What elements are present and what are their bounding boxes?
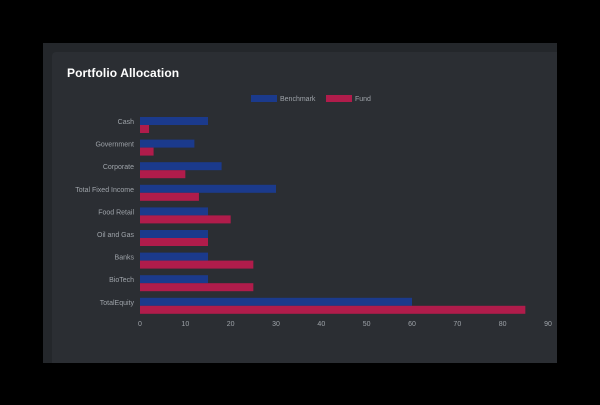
bar-fund-6 xyxy=(140,260,254,269)
legend-label-fund: Fund xyxy=(355,96,371,103)
category-label-7: BioTech xyxy=(109,277,134,284)
legend-swatch-benchmark xyxy=(251,95,277,102)
bar-benchmark-6 xyxy=(140,252,208,261)
x-tick-label-4: 40 xyxy=(317,321,325,328)
bar-benchmark-7 xyxy=(140,275,208,284)
x-tick-label-5: 50 xyxy=(363,321,371,328)
legend-swatch-fund xyxy=(326,95,352,102)
category-label-4: Food Retail xyxy=(98,209,134,216)
x-tick-label-6: 60 xyxy=(408,321,416,328)
category-label-2: Corporate xyxy=(103,164,134,171)
bar-fund-8 xyxy=(140,305,526,314)
bar-benchmark-1 xyxy=(140,139,195,148)
bar-benchmark-5 xyxy=(140,230,208,238)
x-tick-label-8: 80 xyxy=(499,321,507,328)
legend-label-benchmark: Benchmark xyxy=(280,96,316,103)
category-label-0: Cash xyxy=(118,119,134,126)
bar-benchmark-8 xyxy=(140,297,412,306)
bar-fund-2 xyxy=(140,170,186,179)
bar-fund-7 xyxy=(140,283,254,292)
x-tick-label-7: 70 xyxy=(453,321,461,328)
x-tick-label-3: 30 xyxy=(272,321,280,328)
x-tick-label-0: 0 xyxy=(138,321,142,328)
bar-fund-1 xyxy=(140,147,154,156)
bar-benchmark-2 xyxy=(140,162,222,171)
category-label-6: Banks xyxy=(115,255,135,262)
category-label-8: TotalEquity xyxy=(100,300,135,307)
bar-fund-4 xyxy=(140,215,231,224)
bar-benchmark-3 xyxy=(140,184,276,193)
bar-benchmark-4 xyxy=(140,207,208,216)
category-label-3: Total Fixed Income xyxy=(75,187,134,194)
category-label-5: Oil and Gas xyxy=(97,232,134,239)
x-tick-label-1: 10 xyxy=(181,321,189,328)
x-tick-label-2: 20 xyxy=(227,321,235,328)
x-tick-label-9: 90 xyxy=(544,321,552,328)
bar-benchmark-0 xyxy=(140,117,208,125)
chart-title: Portfolio Allocation xyxy=(67,66,180,80)
bar-fund-0 xyxy=(140,125,150,133)
bar-fund-3 xyxy=(140,192,199,201)
category-label-1: Government xyxy=(95,142,134,149)
bar-fund-5 xyxy=(140,238,208,246)
